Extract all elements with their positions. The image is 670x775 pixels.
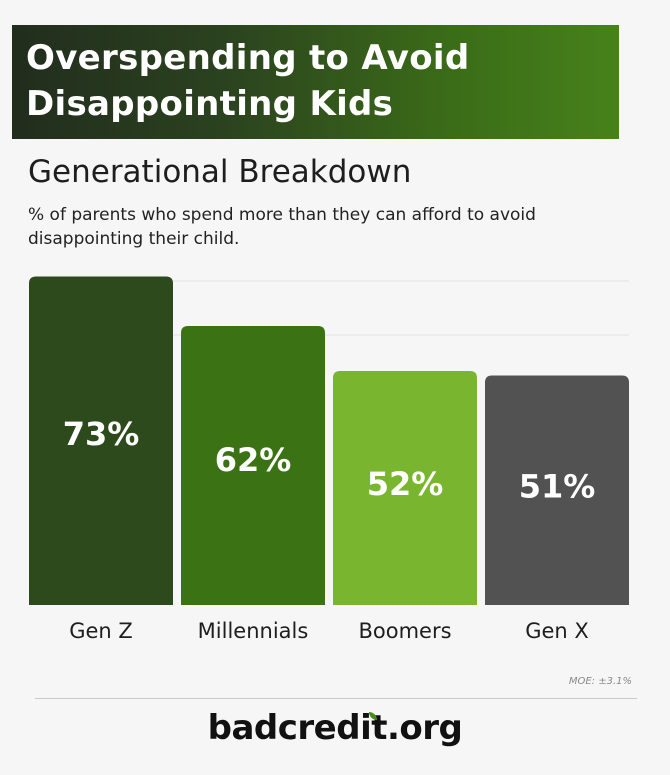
bar-millennials xyxy=(181,326,325,605)
chart-subtitle: Generational Breakdown xyxy=(28,154,412,190)
margin-of-error: MOE: ±3.1% xyxy=(568,676,632,687)
title-banner: Overspending to Avoid Disappointing Kids xyxy=(12,25,619,139)
data-label: 73% xyxy=(63,415,140,453)
footer-divider xyxy=(35,698,637,699)
chart-title: Overspending to Avoid Disappointing Kids xyxy=(26,38,470,124)
chart-description: % of parents who spend more than they ca… xyxy=(28,205,536,249)
bar-chart: 73% Gen Z 62% Millennials 52% Boomers 51% Gen X xyxy=(29,276,629,643)
category-label: Boomers xyxy=(358,619,451,643)
category-label: Gen Z xyxy=(69,619,133,643)
bar-boomers xyxy=(333,371,477,605)
data-label: 51% xyxy=(519,467,596,505)
category-label: Millennials xyxy=(198,619,309,643)
data-label: 62% xyxy=(215,441,292,479)
bar-gen-z xyxy=(29,276,173,605)
leaf-icon xyxy=(369,712,377,720)
bar-gen-x xyxy=(485,375,629,605)
data-label: 52% xyxy=(367,465,444,503)
category-label: Gen X xyxy=(525,619,589,643)
brand-logo: badcredit.org xyxy=(207,708,463,748)
